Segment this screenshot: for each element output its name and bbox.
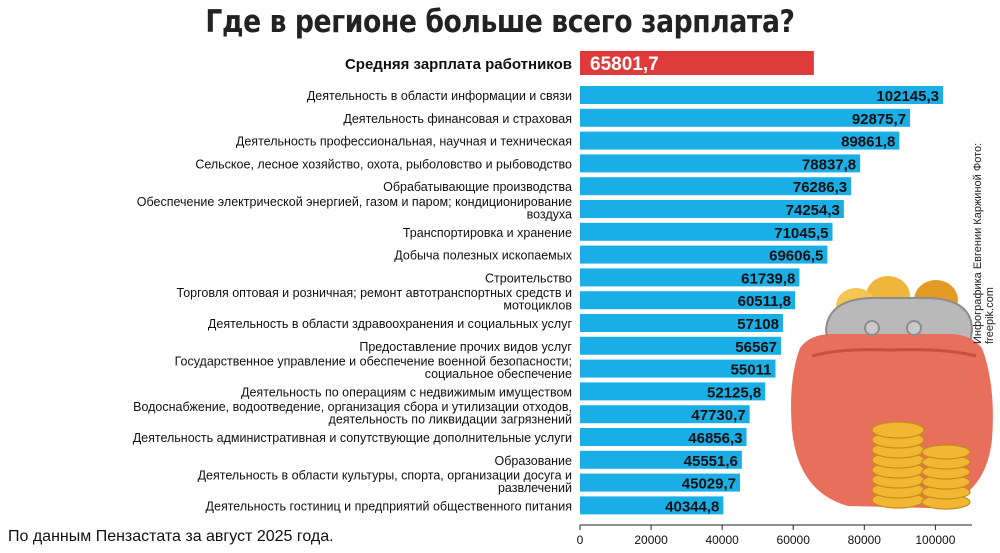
bar-value-label: 74254,3 [786, 202, 840, 219]
page-title: Где в регионе больше всего зарплата? [205, 4, 795, 40]
category-label: Обеспечение электрической энергией, газо… [137, 195, 572, 222]
bar-value-label: 92875,7 [852, 111, 906, 128]
category-label: Сельское, лесное хозяйство, охота, рыбол… [195, 157, 572, 171]
category-label: Образование [495, 454, 573, 468]
x-tick-label: 100000 [915, 533, 955, 547]
bar-value-label: 89861,8 [841, 134, 895, 151]
wallet-illustration-icon [791, 276, 993, 510]
bar [580, 108, 911, 127]
bar-value-label: 78837,8 [802, 156, 856, 173]
category-label: Деятельность финансовая и страховая [343, 112, 572, 126]
category-label: Торговля оптовая и розничная; ремонт авт… [177, 286, 573, 313]
x-tick-label: 60000 [777, 533, 811, 547]
category-label: Деятельность в области здравоохранения и… [208, 317, 573, 331]
bar [580, 428, 747, 446]
bar [580, 473, 741, 492]
bar [580, 291, 796, 310]
category-label: Деятельность в области культуры, спорта,… [198, 469, 572, 496]
x-tick-label: 40000 [705, 533, 739, 547]
bar-value-label: 71045,5 [774, 225, 828, 242]
bar-value-label: 45551,6 [684, 453, 738, 470]
bar [580, 200, 844, 218]
bar-value-label: 40344,8 [665, 498, 719, 515]
bar-value-label: 45029,7 [682, 476, 736, 493]
category-label: Деятельность в области информации и связ… [307, 89, 572, 103]
category-label: Деятельность административная и сопутств… [133, 431, 572, 445]
bar [580, 131, 900, 150]
bar-value-label: 57108 [737, 316, 779, 333]
bar [580, 154, 861, 173]
category-label: Обрабатывающие производства [383, 180, 572, 194]
bar [580, 314, 783, 332]
data-source-note: По данным Пензастата за август 2025 года… [8, 528, 334, 545]
bar [580, 222, 833, 241]
bar-value-label: 102145,3 [876, 88, 939, 105]
bar [580, 245, 828, 264]
bar [580, 382, 766, 401]
bar [580, 336, 782, 355]
bar-value-label: 52125,8 [707, 384, 761, 401]
bar [580, 450, 742, 469]
category-label: Транспортировка и хранение [403, 226, 572, 240]
bar [580, 177, 852, 196]
bar-value-label: 56567 [735, 339, 777, 356]
category-label: Водоснабжение, водоотведение, организаци… [133, 400, 572, 427]
category-label: Государственное управление и обеспечение… [175, 355, 572, 382]
plot-area: Средняя зарплата работников 65801,7 102145… [133, 51, 972, 547]
bar-value-label: 76286,3 [793, 179, 847, 196]
bar [580, 268, 800, 287]
bar-value-label: 47730,7 [691, 407, 745, 424]
bar-value-label: 55011 [731, 362, 772, 379]
average-bar [580, 51, 814, 75]
category-label: Деятельность по операциям с недвижимым и… [241, 385, 572, 399]
category-label: Предоставление прочих видов услуг [359, 340, 572, 354]
bar-value-label: 46856,3 [688, 430, 742, 447]
bar [580, 86, 943, 104]
photo-credit: Инфографика Евгении Каржиной Фото: freep… [972, 142, 996, 344]
bar-value-label: 60511,8 [738, 293, 791, 310]
bar [580, 405, 750, 424]
category-label: Строительство [485, 271, 572, 285]
category-label: Деятельность гостиниц и предприятий обще… [206, 499, 572, 513]
x-tick-label: 80000 [848, 533, 882, 547]
bar [580, 496, 724, 515]
x-tick-label: 20000 [634, 533, 668, 547]
x-tick-label: 0 [577, 533, 584, 547]
average-label: Средняя зарплата работников [345, 56, 572, 73]
category-label: Деятельность профессиональная, научная и… [236, 135, 572, 149]
average-value-label: 65801,7 [590, 54, 659, 75]
bar-value-label: 69606,5 [769, 248, 823, 265]
bar [580, 359, 776, 378]
bar-value-label: 61739,8 [741, 270, 795, 287]
category-label: Добыча полезных ископаемых [394, 249, 572, 263]
